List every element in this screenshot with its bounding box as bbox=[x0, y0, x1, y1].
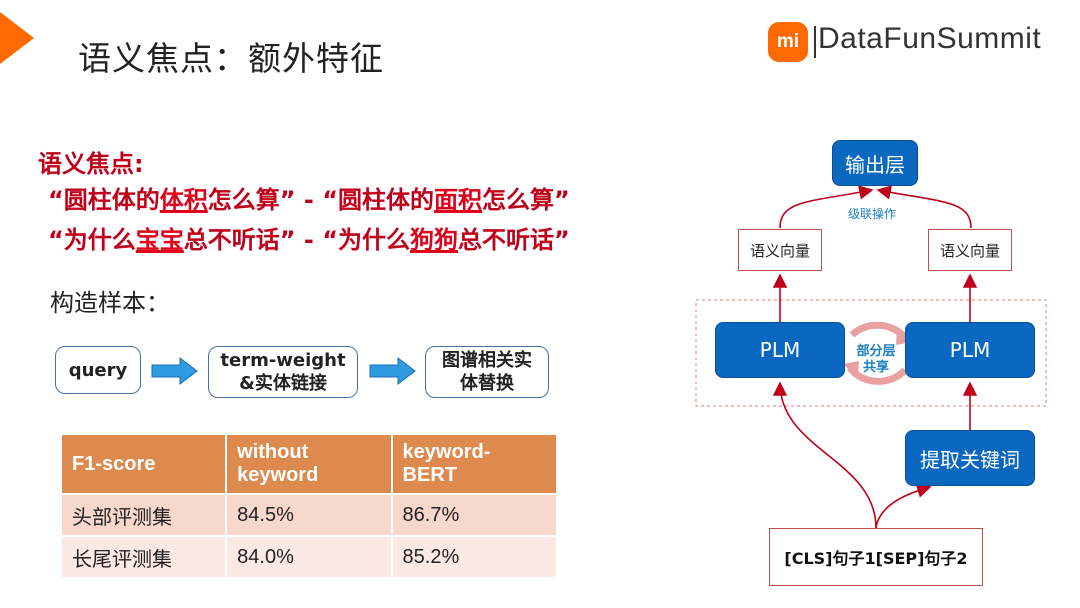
extract-keywords-box: 提取关键词 bbox=[905, 430, 1035, 486]
logo-divider bbox=[814, 26, 816, 58]
semantic-vector-left: 语义向量 bbox=[738, 229, 822, 271]
brand-logo-icon: mi bbox=[768, 22, 808, 62]
example-text: “为什么 bbox=[322, 226, 411, 254]
table-header-row: F1-score without keyword keyword- BERT bbox=[62, 435, 556, 494]
table-row: 头部评测集 84.5% 86.7% bbox=[62, 493, 556, 536]
arrow-vec-right-to-output bbox=[876, 185, 972, 229]
highlight-word: 体积 bbox=[159, 186, 208, 214]
flow-step-text: 体替换 bbox=[460, 373, 514, 394]
example-separator: - bbox=[295, 186, 323, 214]
input-sentence-box: [CLS]句子1[SEP]句子2 bbox=[769, 528, 983, 586]
f1-score-table: F1-score without keyword keyword- BERT 头部评… bbox=[62, 435, 556, 577]
example-text: 总不听话” bbox=[458, 226, 570, 254]
table-header-cell: without keyword bbox=[226, 435, 393, 494]
output-layer-box: 输出层 bbox=[832, 140, 918, 186]
arrow-vec-left-to-output bbox=[779, 185, 874, 229]
table-header-cell: F1-score bbox=[62, 435, 228, 494]
flow-step-text: 图谱相关实 bbox=[442, 350, 532, 371]
table-row: 长尾评测集 84.0% 85.2% bbox=[62, 535, 556, 577]
page-title: 语义焦点：额外特征 bbox=[78, 39, 384, 78]
focus-heading: 语义焦点: bbox=[38, 150, 144, 178]
example-text: 总不听话” bbox=[183, 226, 296, 254]
table-cell: 头部评测集 bbox=[62, 493, 228, 536]
highlight-word: 狗狗 bbox=[410, 226, 459, 254]
shared-layer-frame bbox=[695, 299, 1047, 407]
table-cell: 84.0% bbox=[226, 535, 393, 577]
example-line-2: “为什么宝宝总不听话” - “为什么狗狗总不听话” bbox=[48, 220, 570, 255]
flow-step-query: query bbox=[55, 346, 141, 394]
flow-arrow-icon bbox=[369, 356, 416, 386]
example-text: 怎么算” bbox=[207, 186, 296, 214]
example-line-1: “圆柱体的体积怎么算” - “圆柱体的面积怎么算” bbox=[48, 180, 570, 215]
semantic-vector-right: 语义向量 bbox=[928, 229, 1012, 271]
concat-label: 级联操作 bbox=[848, 207, 897, 221]
architecture-connectors bbox=[695, 185, 1047, 529]
flow-step-text: term-weight bbox=[220, 350, 346, 371]
highlight-word: 面积 bbox=[434, 186, 483, 214]
arrow-input-to-plm-left bbox=[772, 381, 877, 529]
flow-step-text: query bbox=[68, 359, 128, 381]
example-text: “圆柱体的 bbox=[322, 186, 435, 214]
arrow-input-to-extract bbox=[875, 483, 932, 529]
plm-right-box: PLM bbox=[905, 322, 1035, 378]
flow-step-term-weight: term-weight &实体链接 bbox=[208, 346, 358, 398]
sample-label: 构造样本： bbox=[50, 289, 170, 317]
flow-arrow-icon bbox=[151, 356, 198, 386]
corner-triangle bbox=[0, 12, 34, 64]
table-cell: 长尾评测集 bbox=[62, 535, 228, 577]
flow-step-text: &实体链接 bbox=[239, 373, 327, 394]
table-header-cell: keyword- BERT bbox=[391, 435, 556, 494]
example-separator: - bbox=[295, 226, 323, 254]
table-cell: 84.5% bbox=[226, 493, 393, 536]
flow-step-entity-replace: 图谱相关实 体替换 bbox=[425, 346, 549, 398]
brand-name: DataFunSummit bbox=[818, 22, 1042, 55]
example-text: 怎么算” bbox=[482, 186, 570, 214]
partial-layer-share-label: 部分层 共享 bbox=[856, 344, 896, 375]
plm-left-box: PLM bbox=[715, 322, 845, 378]
example-text: “为什么 bbox=[48, 226, 136, 254]
example-text: “圆柱体的 bbox=[48, 186, 160, 214]
highlight-word: 宝宝 bbox=[135, 226, 184, 254]
table-cell: 85.2% bbox=[391, 535, 556, 577]
table-cell: 86.7% bbox=[391, 493, 556, 536]
